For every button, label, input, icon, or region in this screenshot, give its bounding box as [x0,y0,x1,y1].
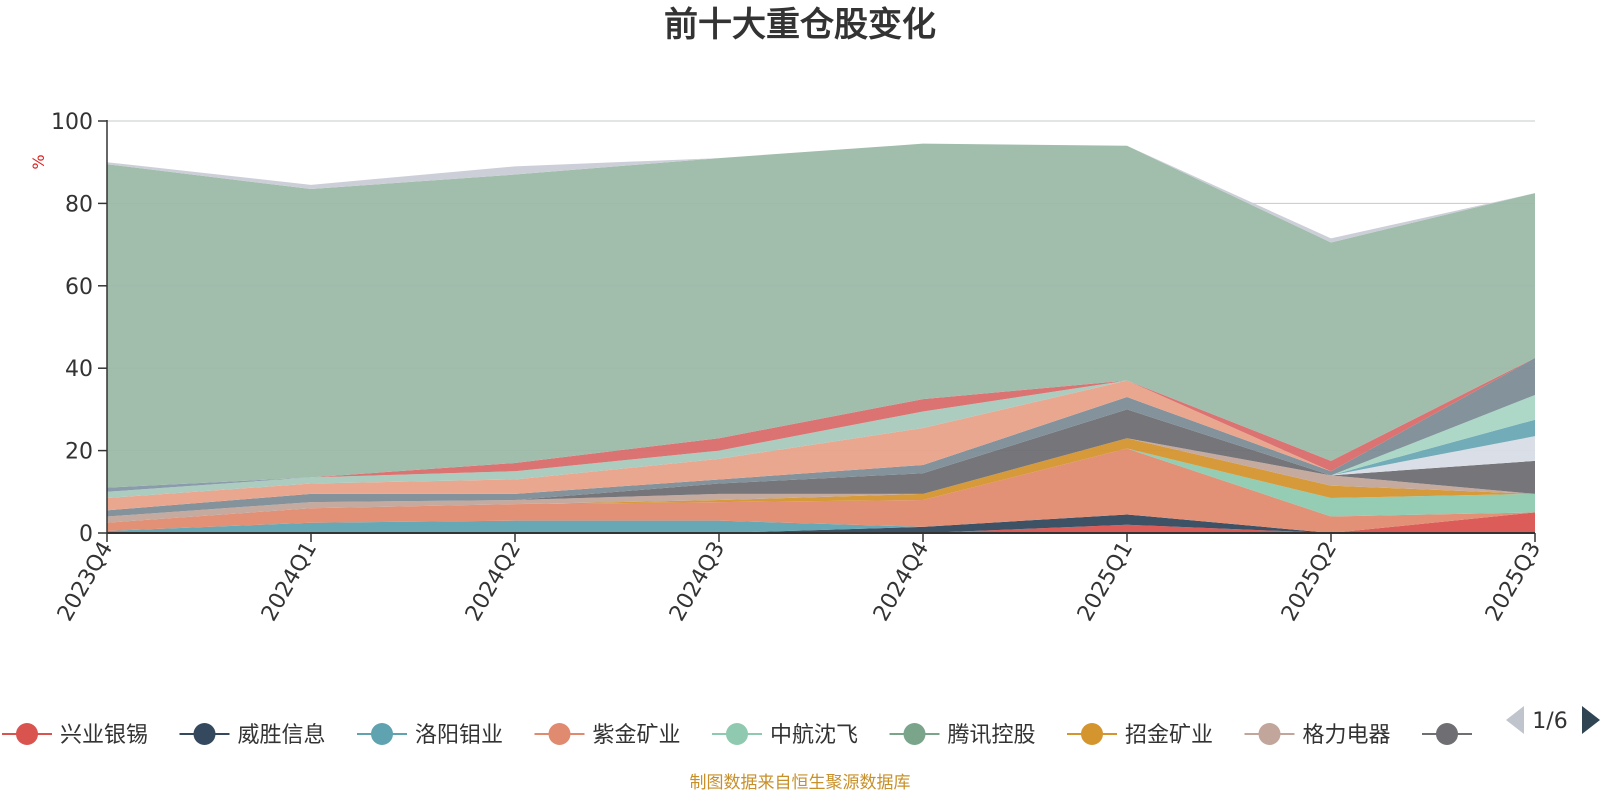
legend-marker [371,723,393,745]
y-tick-label: 20 [65,440,93,465]
legend-label: 紫金矿业 [593,723,681,748]
legend-item[interactable]: 兴业银锡 [2,723,148,748]
x-tick-label: 2024Q2 [461,538,526,626]
x-tick-label: 2025Q2 [1277,538,1342,626]
area-series-7 [107,438,1535,523]
y-tick-label: 80 [65,192,93,217]
legend-label: 中航沈飞 [770,723,858,748]
x-tick-label: 2023Q4 [53,538,118,626]
y-tick-label: 100 [51,110,93,135]
legend-marker [903,723,926,745]
x-tick-label: 2024Q4 [869,538,934,626]
legend: 兴业银锡 威胜信息 洛阳钼业 紫金矿业 中航沈飞 腾讯控股 招金矿业 格力电器 [2,723,1472,748]
area-series-13 [107,357,1535,517]
legend-item[interactable]: 洛阳钼业 [357,723,503,748]
area-series-15 [107,357,1535,498]
legend-item[interactable]: 紫金矿业 [534,723,681,748]
legend-next-page-icon[interactable] [1582,706,1600,734]
legend-marker [16,723,38,745]
legend-label: 兴业银锡 [60,723,148,748]
area-series-21 [107,143,1535,488]
legend-item[interactable]: 腾讯控股 [889,723,1036,748]
x-tick-label: 2025Q1 [1073,538,1138,626]
legend-item[interactable]: 格力电器 [1244,723,1391,748]
legend-marker [548,723,571,745]
area-series-8 [107,438,1535,523]
y-axis-unit: % [29,154,48,169]
legend-marker [1436,723,1458,745]
area-series-4 [107,448,1535,533]
area-series-group [107,143,1535,533]
x-tick-label: 2025Q3 [1481,538,1546,626]
legend-marker [726,723,748,745]
area-series-5 [107,448,1535,523]
data-source-note: 制图数据来自恒生聚源数据库 [690,773,911,793]
legend-marker [1081,723,1103,745]
legend-label: 洛阳钼业 [415,723,503,748]
area-series-9 [107,409,1535,517]
y-tick-label: 40 [65,357,93,382]
legend-marker [193,723,216,745]
legend-item[interactable]: 威胜信息 [179,723,326,748]
area-series-14 [107,357,1535,511]
legend-label: 腾讯控股 [948,723,1036,748]
legend-pager: 1/6 [1506,706,1600,734]
x-tick-label: 2024Q3 [665,538,730,626]
y-tick-label: 0 [79,522,93,547]
legend-page-indicator: 1/6 [1532,709,1567,734]
legend-item[interactable]: 中航沈飞 [712,723,858,748]
area-series-3 [107,512,1535,533]
legend-marker [1258,723,1281,745]
legend-label: 格力电器 [1303,723,1391,748]
chart-title: 前十大重仓股变化 [664,5,936,45]
x-tick-label: 2024Q1 [257,538,322,626]
area-series-1 [107,512,1535,533]
legend-item[interactable] [1422,723,1472,745]
legend-label: 招金矿业 [1125,723,1213,748]
legend-item[interactable]: 招金矿业 [1067,723,1213,748]
legend-prev-page-icon[interactable] [1506,706,1524,734]
area-series-16 [107,357,1535,492]
legend-label: 威胜信息 [238,723,326,748]
y-tick-label: 60 [65,275,93,300]
